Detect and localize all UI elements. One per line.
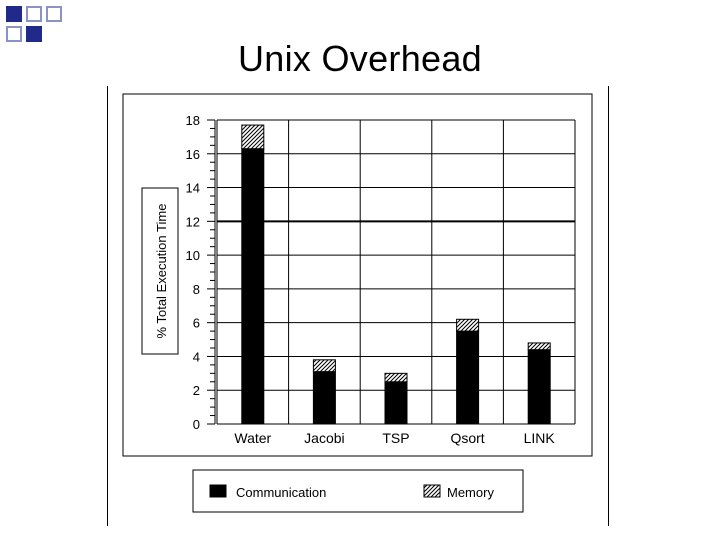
y-tick-label: 4 — [193, 349, 200, 364]
bar-communication — [456, 330, 480, 425]
bar-memory — [456, 318, 480, 332]
y-tick-label: 12 — [186, 214, 200, 229]
x-tick-label: LINK — [524, 430, 556, 446]
legend-swatch — [423, 484, 441, 498]
corner-square — [46, 6, 62, 22]
frame-left-line — [107, 86, 108, 526]
bar-communication — [241, 148, 265, 425]
corner-square — [6, 6, 22, 22]
y-tick-label: 14 — [186, 181, 200, 196]
y-tick-label: 16 — [186, 147, 200, 162]
slide-title: Unix Overhead — [237, 38, 483, 79]
y-tick-label: 8 — [193, 282, 200, 297]
x-tick-label: Jacobi — [304, 430, 344, 446]
chart-frame — [122, 93, 593, 457]
corner-square — [26, 26, 42, 42]
y-tick-label: 0 — [193, 417, 200, 432]
bar-memory — [384, 372, 408, 383]
y-tick-label: 6 — [193, 316, 200, 331]
y-tick-label: 10 — [186, 248, 200, 263]
legend-label: Communication — [236, 485, 326, 500]
legend-box — [192, 469, 524, 513]
frame-right-line — [608, 86, 609, 526]
y-tick-label: 18 — [186, 113, 200, 128]
y-axis-label: % Total Execution Time — [154, 204, 169, 339]
corner-square — [6, 26, 22, 42]
bar-memory — [241, 124, 265, 150]
legend-swatch — [209, 484, 227, 498]
bar-communication — [384, 381, 408, 425]
x-tick-label: Qsort — [450, 430, 484, 446]
legend-label: Memory — [447, 485, 494, 500]
y-tick-label: 2 — [193, 383, 200, 398]
ylabel-box — [141, 187, 179, 355]
x-tick-label: Water — [234, 430, 271, 446]
bar-memory — [312, 359, 336, 373]
corner-square — [26, 6, 42, 22]
x-tick-label: TSP — [382, 430, 409, 446]
bar-memory — [527, 342, 551, 351]
bar-communication — [527, 349, 551, 425]
bar-communication — [312, 371, 336, 425]
